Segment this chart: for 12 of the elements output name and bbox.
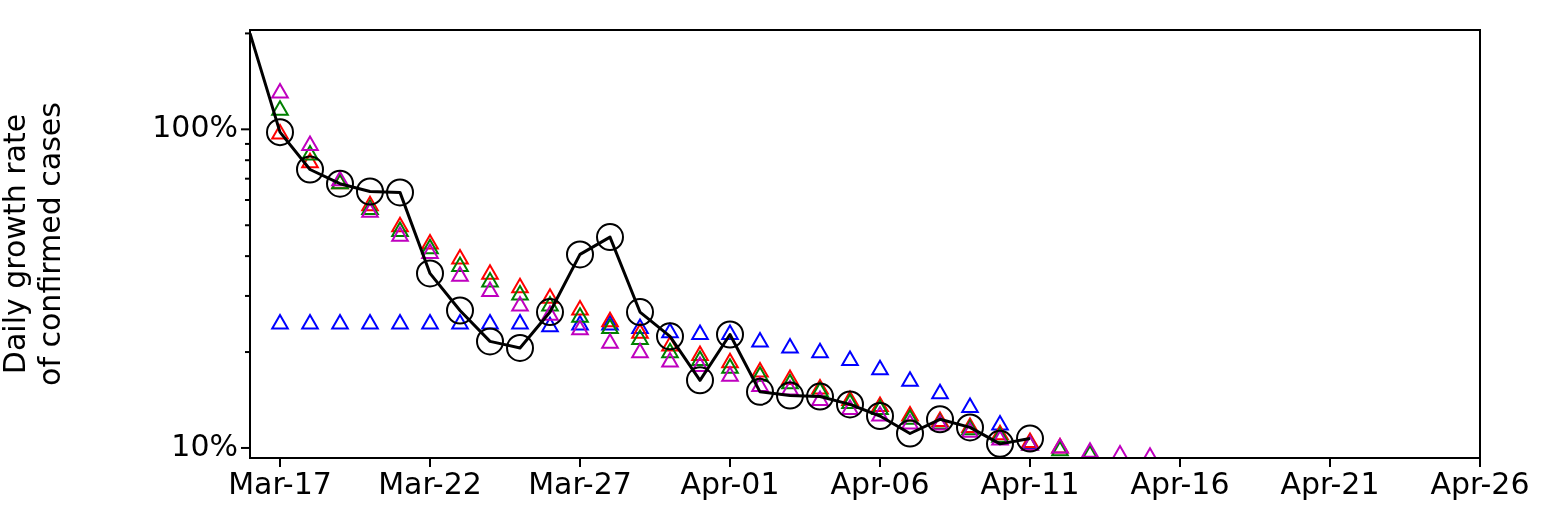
x-tick-label: Apr-01 [680, 465, 780, 501]
x-tick-label: Mar-22 [378, 465, 482, 501]
y-tick-label: 100% [152, 109, 238, 145]
x-tick-label: Apr-06 [830, 465, 930, 501]
x-tick-label: Apr-26 [1430, 465, 1530, 501]
x-tick-label: Apr-11 [980, 465, 1080, 501]
x-tick-label: Apr-21 [1280, 465, 1380, 501]
x-tick-label: Apr-16 [1130, 465, 1230, 501]
x-tick-label: Mar-17 [228, 465, 332, 501]
y-axis-title: Daily growth rate of confirmed cases [0, 102, 67, 386]
x-tick-label: Mar-27 [528, 465, 632, 501]
y-tick-label: 10% [171, 427, 238, 463]
